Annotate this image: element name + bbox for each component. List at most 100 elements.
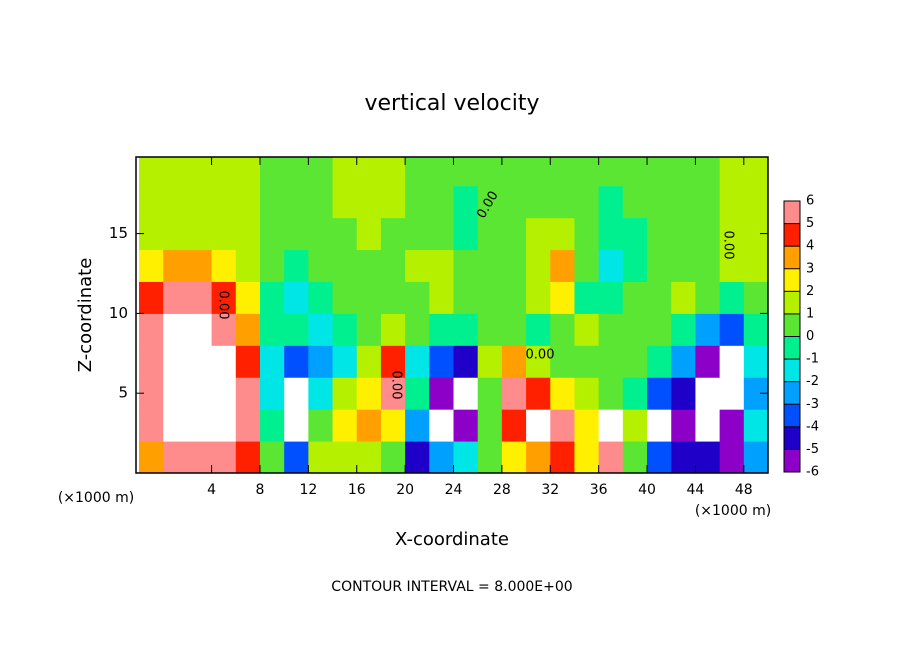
cell (187, 249, 213, 282)
cell (598, 441, 624, 473)
cell (235, 185, 261, 219)
cell (526, 377, 551, 410)
cell (308, 281, 334, 314)
cell (526, 185, 551, 219)
colorbar-swatch (784, 359, 800, 382)
cell (647, 157, 672, 187)
x-tick-label: 48 (735, 482, 753, 498)
cell (526, 345, 551, 378)
cell (429, 377, 455, 410)
cell (356, 249, 382, 282)
cell (671, 157, 696, 187)
colorbar-label: -4 (806, 419, 819, 434)
cell (719, 157, 745, 187)
cell (477, 377, 503, 410)
cell (695, 345, 721, 378)
cell (332, 157, 358, 187)
cell (308, 185, 334, 219)
colorbar-swatch (784, 246, 800, 269)
cell (380, 157, 406, 187)
cell (550, 281, 575, 314)
colorbar-swatch (784, 336, 800, 360)
cell (332, 377, 358, 410)
x-axis-label: X-coordinate (395, 529, 509, 550)
cell (405, 409, 430, 442)
cell (235, 217, 261, 251)
cell (526, 249, 551, 282)
cell (356, 313, 382, 346)
cell (259, 409, 285, 442)
cell (235, 313, 261, 346)
colorbar-label: -5 (806, 442, 819, 457)
cell (356, 345, 382, 378)
cell (332, 313, 358, 346)
cell (719, 313, 745, 346)
cell (235, 377, 261, 410)
cell (671, 313, 696, 346)
cell (139, 409, 164, 442)
cell (211, 409, 237, 442)
cell (695, 249, 721, 282)
cell (574, 281, 600, 314)
cell (139, 281, 164, 314)
y-axis-label: Z-coordinate (75, 258, 96, 373)
cell (211, 185, 237, 219)
cell (235, 281, 261, 314)
cell (501, 313, 527, 346)
colorbar-swatch (784, 223, 800, 247)
cell (429, 441, 455, 473)
cell (259, 217, 285, 251)
cell (429, 313, 455, 346)
cell (719, 441, 745, 473)
cell (332, 409, 358, 442)
cell (550, 409, 575, 442)
cell (284, 157, 309, 187)
colorbar-label: 5 (806, 216, 814, 231)
cell (429, 249, 455, 282)
cell (647, 185, 672, 219)
cell (550, 157, 575, 187)
cell (380, 313, 406, 346)
cell (405, 281, 430, 314)
colorbar-label: -6 (806, 465, 819, 480)
cell (356, 217, 382, 251)
cell (743, 185, 768, 219)
cell (622, 249, 648, 282)
cell (235, 409, 261, 442)
x-tick-label: 8 (256, 482, 265, 498)
cell (259, 281, 285, 314)
cell (695, 185, 721, 219)
cell (405, 345, 430, 378)
cell (550, 217, 575, 251)
cell (743, 345, 768, 378)
chart-title: vertical velocity (364, 91, 539, 116)
cell (719, 217, 745, 251)
cell (477, 441, 503, 473)
cell (743, 249, 768, 282)
cell (259, 249, 285, 282)
cell (211, 157, 237, 187)
cell (719, 281, 745, 314)
cell (695, 409, 721, 442)
cell (332, 441, 358, 473)
cell (405, 313, 430, 346)
cell (526, 217, 551, 251)
cell (235, 441, 261, 473)
cell (477, 281, 503, 314)
cell (429, 409, 455, 442)
cell (695, 377, 721, 410)
cell (477, 157, 503, 187)
cell (429, 345, 455, 378)
cell (598, 185, 624, 219)
cell (719, 185, 745, 219)
cell (477, 249, 503, 282)
cell (405, 377, 430, 410)
cell (671, 217, 696, 251)
cell (671, 377, 696, 410)
cell (622, 217, 648, 251)
cell (526, 313, 551, 346)
cell (695, 313, 721, 346)
cell (163, 185, 188, 219)
x-tick-label: 40 (638, 482, 656, 498)
cell (574, 377, 600, 410)
